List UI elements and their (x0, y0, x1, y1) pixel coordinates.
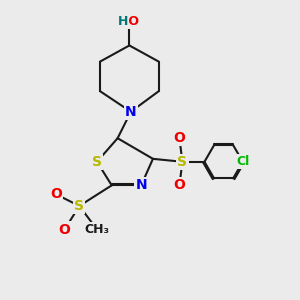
Text: S: S (74, 199, 84, 213)
Text: CH₃: CH₃ (85, 223, 110, 236)
Text: N: N (135, 178, 147, 192)
Text: O: O (173, 178, 185, 192)
Text: S: S (177, 155, 188, 169)
Text: O: O (59, 223, 70, 236)
Text: O: O (173, 131, 185, 145)
Text: HO: HO (119, 15, 140, 28)
Text: N: N (125, 105, 137, 119)
Text: O: O (50, 187, 62, 201)
Text: S: S (92, 155, 102, 169)
Text: Cl: Cl (236, 155, 249, 168)
Text: H: H (118, 15, 128, 28)
